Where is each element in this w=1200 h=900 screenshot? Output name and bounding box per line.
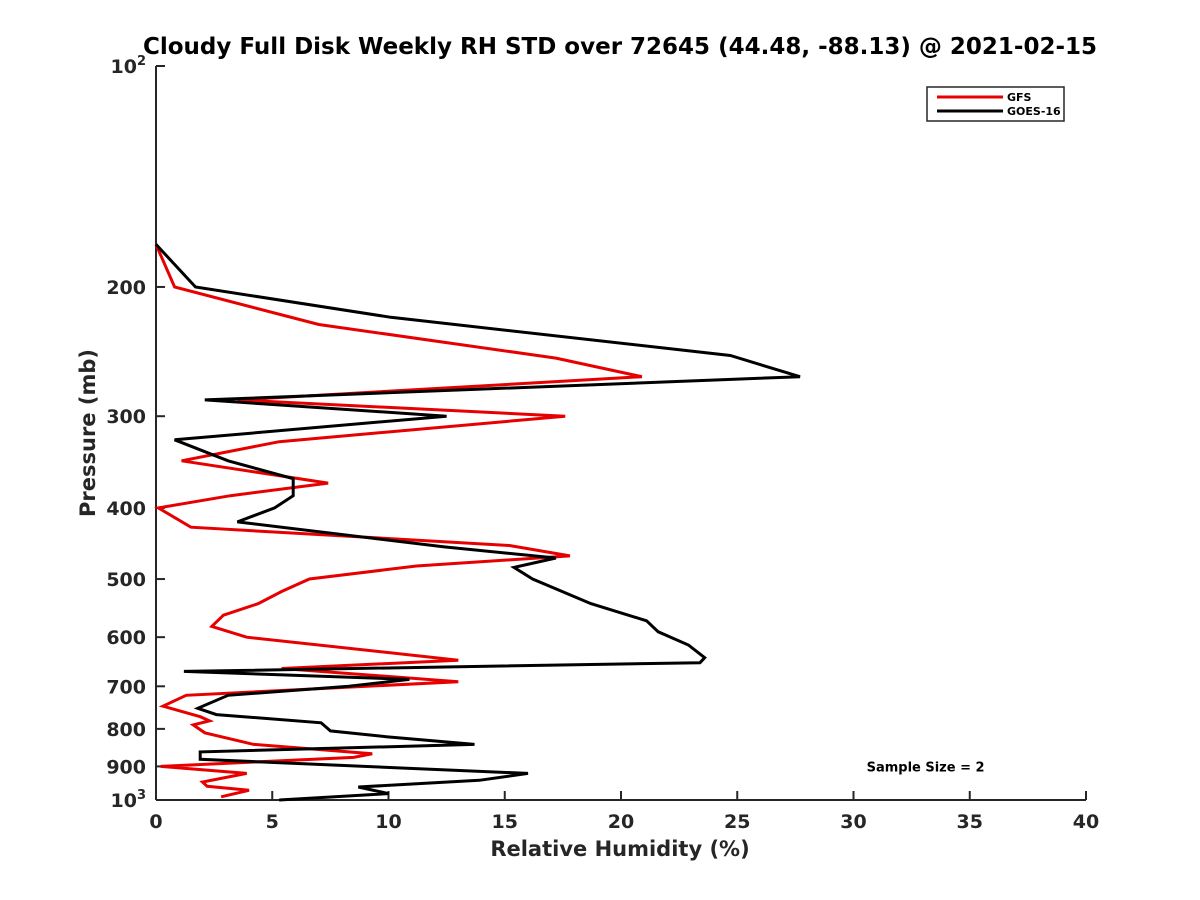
axes: 0 5 10 15 20 25 30 35 40 102 200 300 400 500 600 700 800…: [106, 54, 1099, 833]
legend-label: GOES-16: [1007, 105, 1061, 118]
y-tick-label: 200: [106, 277, 146, 299]
y-tick-label: 800: [106, 719, 146, 741]
legend-box: [926, 86, 1065, 122]
x-axis-label: Relative Humidity (%): [490, 837, 749, 861]
x-tick-label: 30: [840, 811, 866, 833]
chart-title: Cloudy Full Disk Weekly RH STD over 7264…: [143, 34, 1097, 60]
x-tick-label: 20: [608, 811, 634, 833]
y-tick-label: 500: [106, 569, 146, 591]
series-line-goes-16: [154, 243, 801, 802]
annotation-text: Sample Size = 2: [867, 760, 985, 775]
y-tick-label: 900: [106, 756, 146, 778]
x-tick-label: 5: [266, 811, 279, 833]
y-axis-label: Pressure (mb): [76, 349, 100, 517]
annotations: Sample Size = 2: [867, 760, 985, 775]
x-tick-label: 25: [724, 811, 750, 833]
x-tick-label: 10: [375, 811, 401, 833]
x-tick-label: 35: [957, 811, 983, 833]
x-tick-label: 0: [149, 811, 162, 833]
legend-label: GFS: [1007, 91, 1032, 104]
y-tick-label: 400: [106, 498, 146, 520]
series-layer: [154, 243, 801, 802]
x-tick-label: 15: [492, 811, 518, 833]
y-tick-label: 300: [106, 406, 146, 428]
y-tick-label: 700: [106, 676, 146, 698]
y-tick-label: 102: [111, 54, 147, 78]
y-tick-label: 103: [111, 788, 147, 812]
x-tick-label: 40: [1073, 811, 1099, 833]
y-tick-label: 600: [106, 627, 146, 649]
series-line-gfs: [154, 243, 643, 799]
